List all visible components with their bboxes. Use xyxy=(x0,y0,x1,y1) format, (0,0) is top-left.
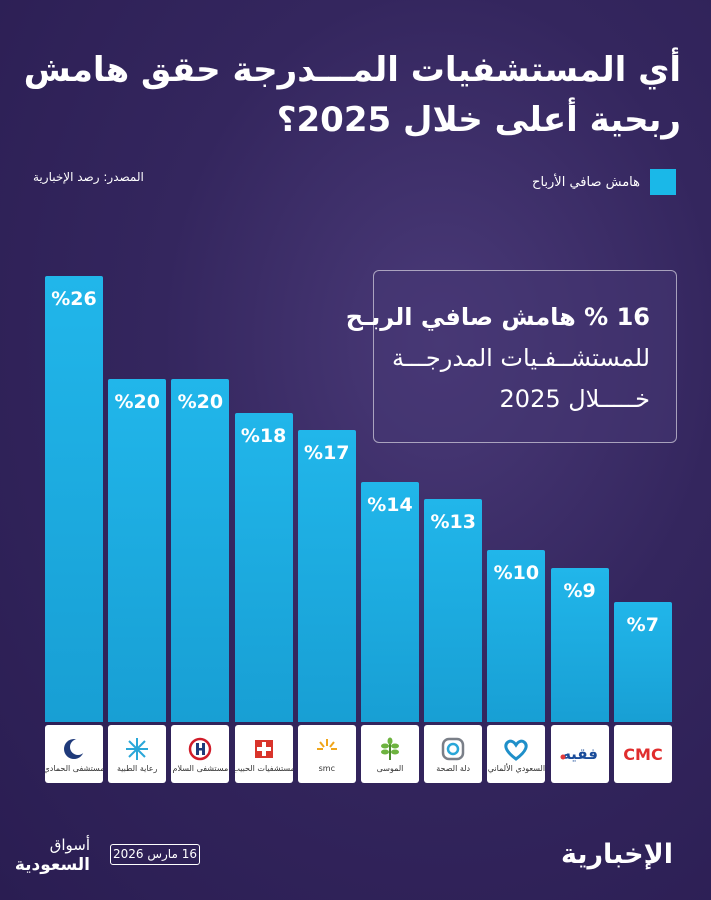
bar-10: %7 xyxy=(613,601,672,722)
bar-value-label: %20 xyxy=(114,390,160,413)
aswaq-logo: أسواق السعودية xyxy=(14,836,90,876)
bar-4: %18 xyxy=(234,413,293,722)
hospital-name: الموسى xyxy=(376,763,404,773)
crescent-emblem-icon xyxy=(59,736,89,762)
red-cross-emblem-icon xyxy=(249,736,279,762)
hospital-logo: مستشفى السلام xyxy=(171,725,230,783)
svg-text:CMC: CMC xyxy=(623,745,662,764)
snowflake-emblem-icon xyxy=(122,736,152,762)
hospital-name: مستشفيات الحبيب xyxy=(234,763,293,773)
callout-line-3: خـــــلال 2025 xyxy=(499,385,650,413)
bar-5: %17 xyxy=(297,430,356,722)
hospital-name: smc xyxy=(318,763,335,773)
hospital-logo: دلة الصحة xyxy=(424,725,483,783)
hospital-logo: رعاية الطبية xyxy=(108,725,167,783)
bar-7: %13 xyxy=(424,499,483,722)
cmc-wordmark-icon: CMC xyxy=(620,741,666,767)
source-note: المصدر: رصد الإخبارية xyxy=(33,170,144,184)
average-callout: 16 % هامش صافي الربـح للمستشــفـيات المد… xyxy=(345,270,677,443)
faqih-wordmark-icon: فقيه xyxy=(557,741,603,767)
title-line-1: أي المستشفيات المـــدرجة حقق هامش xyxy=(23,50,681,90)
legend-label: هامش صافي الأرباح xyxy=(532,174,640,190)
title-line-2: ربحية أعلى خلال 2025؟ xyxy=(276,100,681,140)
sun-emblem-icon xyxy=(312,736,342,762)
hospital-logo: مستشفيات الحبيب xyxy=(234,725,293,783)
hospital-logo: smc xyxy=(297,725,356,783)
tree-emblem-icon xyxy=(375,736,405,762)
bar-value-label: %13 xyxy=(430,511,476,533)
bar-2: %20 xyxy=(108,378,167,722)
hospital-name: السعودي الألماني xyxy=(487,763,546,773)
svg-text:فقيه: فقيه xyxy=(562,745,598,763)
bar-1: %26 xyxy=(45,276,103,722)
hospital-name: رعاية الطبية xyxy=(116,763,158,773)
callout-line-2: للمستشــفـيات المدرجـــة xyxy=(391,344,650,372)
hospital-logo: مستشفى الحمادي xyxy=(45,725,103,783)
bar-value-label: %9 xyxy=(563,579,596,602)
heart-emblem-icon xyxy=(501,736,531,762)
aswaq-line-1: أسواق xyxy=(49,836,90,854)
legend-swatch xyxy=(650,169,676,195)
hospital-name: مستشفى الحمادي xyxy=(45,763,103,773)
bar-value-label: %7 xyxy=(626,613,659,636)
bar-value-label: %18 xyxy=(240,425,287,448)
bar-9: %9 xyxy=(550,567,609,722)
publish-date: 16 مارس 2026 xyxy=(110,844,200,865)
hospital-logo: CMC xyxy=(613,725,672,783)
brand-logo: الإخبارية xyxy=(560,839,673,870)
hospital-logo: فقيه xyxy=(550,725,609,783)
bar-value-label: %17 xyxy=(304,442,350,465)
h-cross-emblem-icon xyxy=(185,736,215,762)
chart-title: أي المستشفيات المـــدرجة حقق هامش ربحية … xyxy=(21,45,681,145)
bar-value-label: %10 xyxy=(493,562,540,585)
hospital-name: مستشفى السلام xyxy=(172,763,229,773)
callout-line-1: 16 % هامش صافي الربـح xyxy=(345,303,650,331)
hospital-name: دلة الصحة xyxy=(436,763,471,773)
bar-3: %20 xyxy=(171,378,230,722)
legend: هامش صافي الأرباح xyxy=(532,169,676,195)
bar-value-label: %14 xyxy=(367,493,413,516)
bar-8: %10 xyxy=(487,550,546,722)
hospital-logo: الموسى xyxy=(361,725,419,783)
bar-6: %14 xyxy=(361,481,419,722)
bar-value-label: %26 xyxy=(51,288,97,310)
bar-value-label: %20 xyxy=(177,390,224,413)
aswaq-line-2: السعودية xyxy=(14,855,90,875)
circle-emblem-icon xyxy=(438,736,468,762)
hospital-logo: السعودي الألماني xyxy=(487,725,546,783)
